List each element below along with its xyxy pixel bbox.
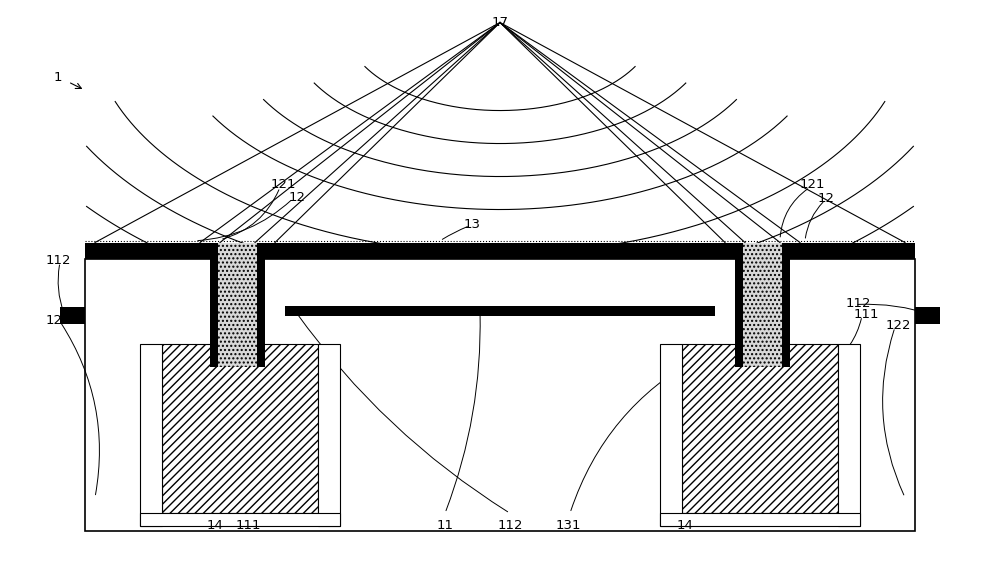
Bar xyxy=(85,243,915,259)
Bar xyxy=(162,344,318,513)
Bar xyxy=(915,307,940,324)
Text: 12: 12 xyxy=(818,192,834,205)
Text: 111: 111 xyxy=(235,519,261,532)
Text: 1: 1 xyxy=(54,71,62,85)
Bar xyxy=(140,513,340,526)
Bar xyxy=(210,243,218,367)
Text: 112: 112 xyxy=(497,519,523,532)
Text: 112: 112 xyxy=(45,254,71,267)
Text: 17: 17 xyxy=(492,16,509,29)
Bar xyxy=(257,243,265,367)
Bar xyxy=(682,344,838,513)
Bar xyxy=(210,243,265,367)
Text: 131: 131 xyxy=(555,519,581,532)
Text: 13: 13 xyxy=(464,218,480,231)
Bar xyxy=(838,344,860,526)
Bar xyxy=(140,344,162,526)
Bar xyxy=(660,344,682,526)
Bar xyxy=(318,344,340,526)
Text: 121: 121 xyxy=(270,178,296,192)
Text: 11: 11 xyxy=(436,519,454,532)
Text: 112: 112 xyxy=(845,297,871,310)
Bar xyxy=(735,243,743,367)
Bar xyxy=(660,513,860,526)
Text: 122: 122 xyxy=(885,319,911,333)
Bar xyxy=(85,259,915,531)
Bar xyxy=(782,243,790,367)
Bar xyxy=(285,306,715,316)
Text: 111: 111 xyxy=(853,308,879,321)
Bar xyxy=(60,307,85,324)
Text: 122: 122 xyxy=(45,314,71,327)
Text: 121: 121 xyxy=(799,178,825,192)
Bar xyxy=(735,243,790,367)
Text: 12: 12 xyxy=(288,191,306,204)
Text: 14: 14 xyxy=(677,519,693,532)
Text: 14: 14 xyxy=(207,519,223,532)
